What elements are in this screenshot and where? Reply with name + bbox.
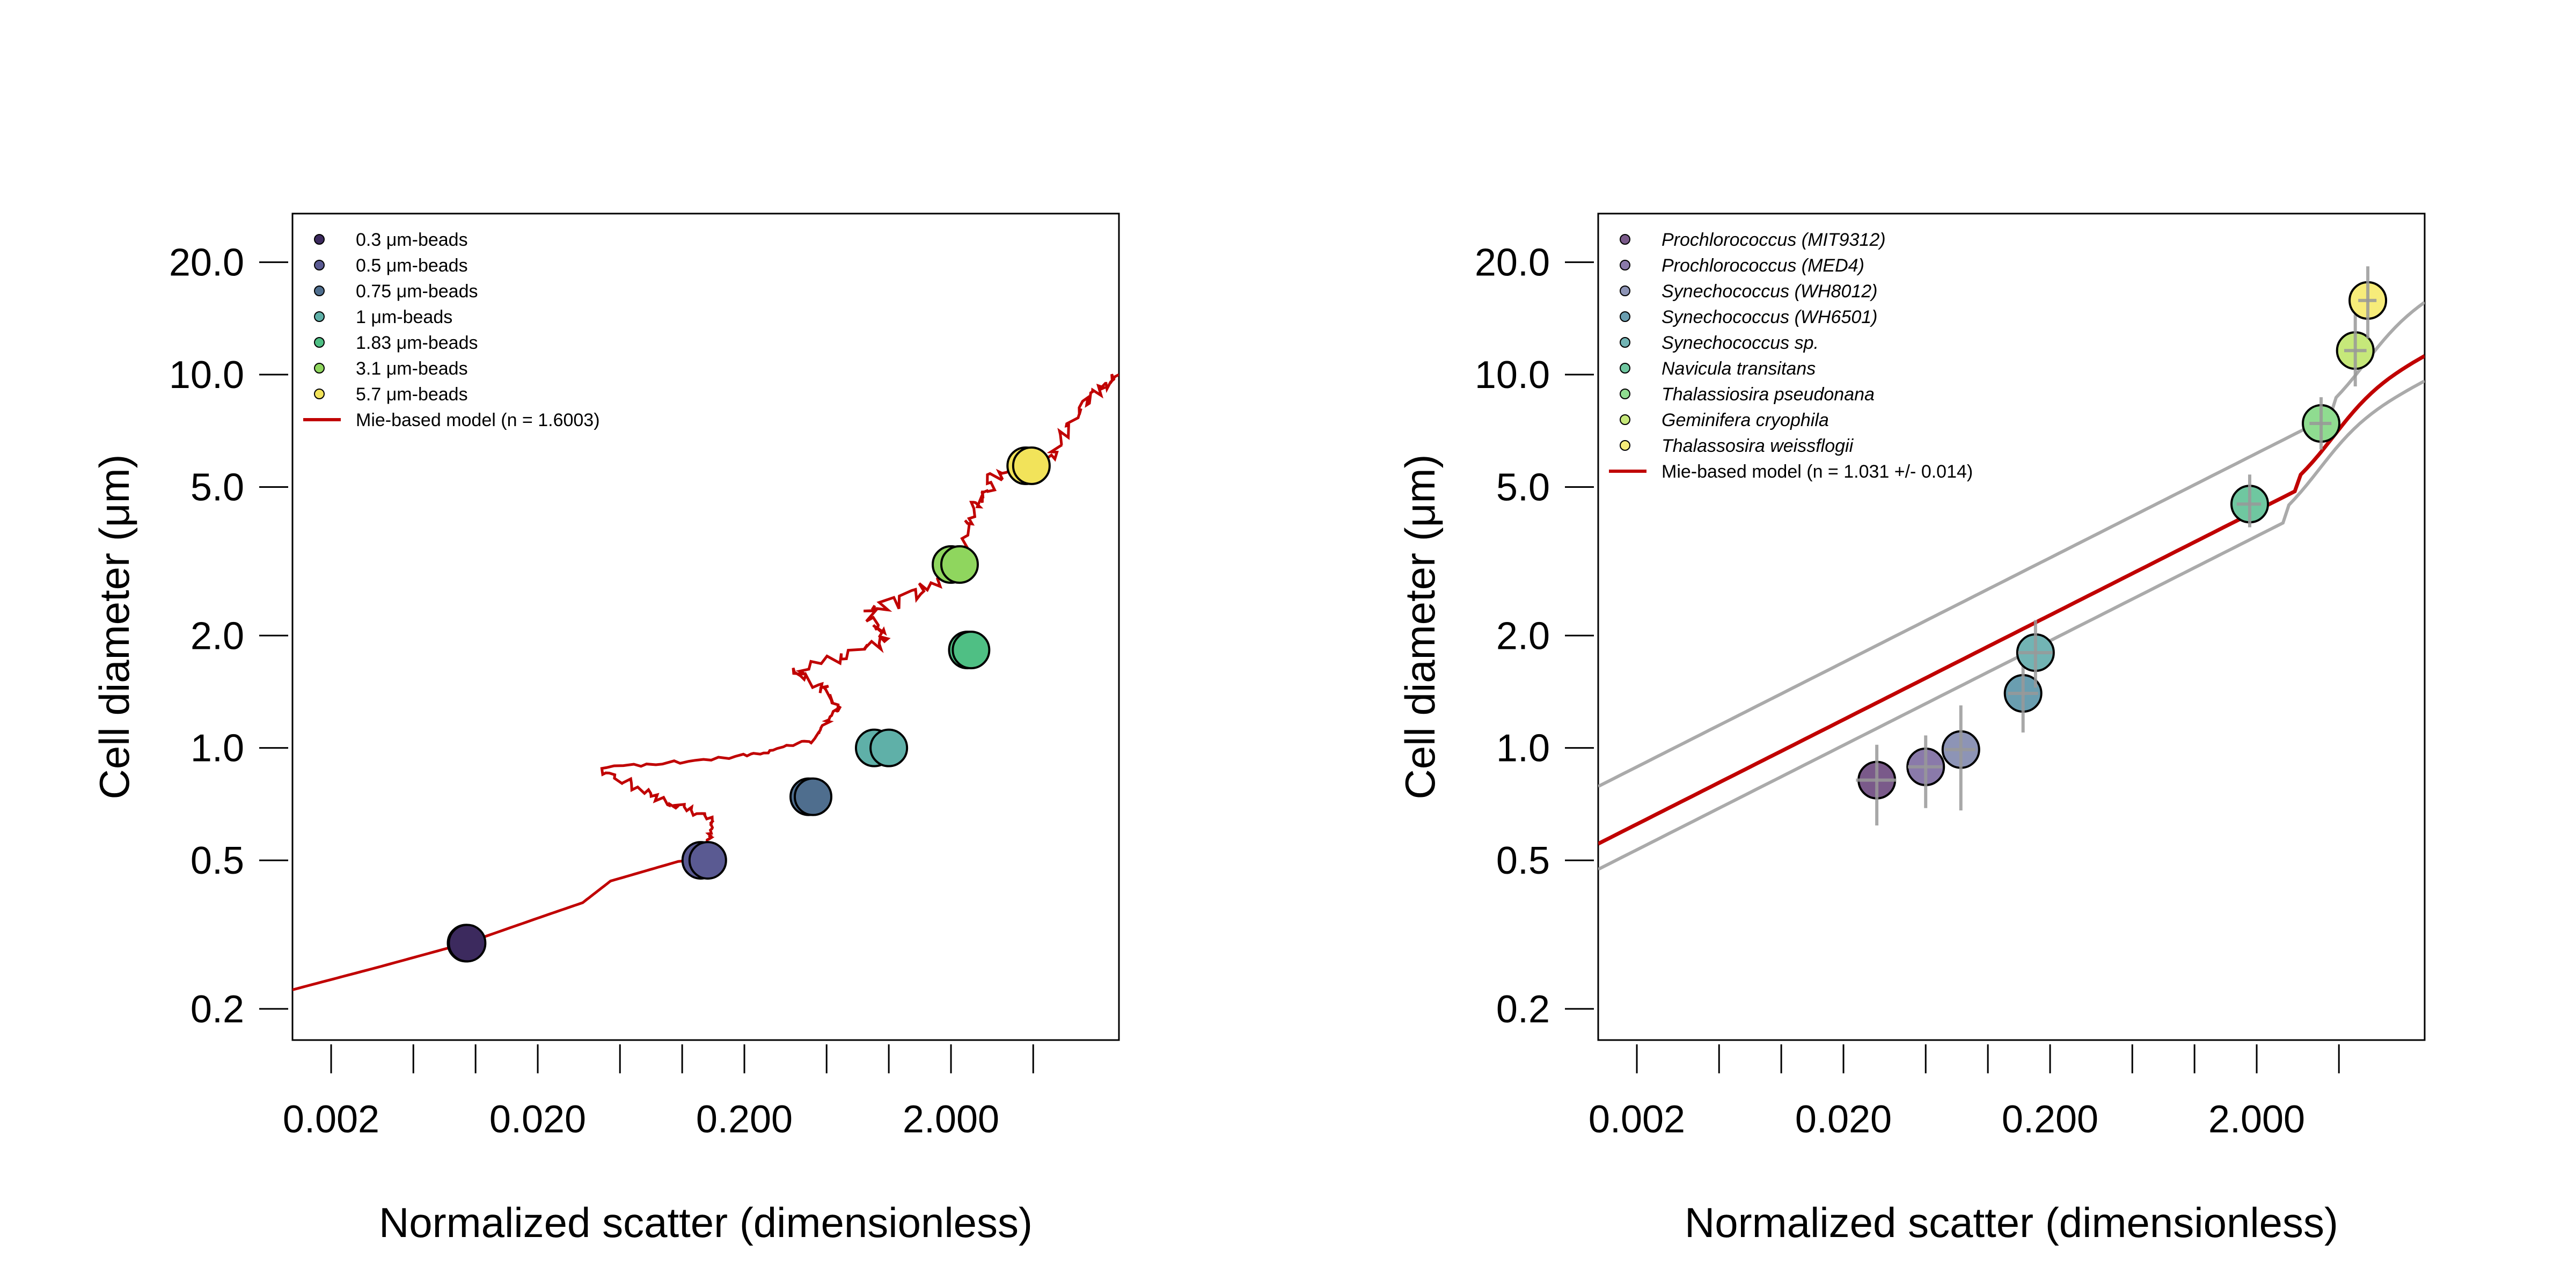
data-point-species-1 <box>1856 744 1897 826</box>
y-tick-label: 10.0 <box>169 354 244 397</box>
legend-marker <box>1620 414 1630 425</box>
legend-marker <box>314 311 325 322</box>
x-tick-label: 0.002 <box>283 1098 379 1141</box>
y-tick-label: 5.0 <box>191 466 244 509</box>
mie-model-band-line <box>1598 379 2425 871</box>
mie-model-line <box>292 373 1119 991</box>
legend: Prochlorococcus (MIT9312) Prochlorococcus… <box>1609 230 1973 482</box>
legend-entry: 1 μm-beads <box>356 307 452 327</box>
legend-marker <box>314 234 325 245</box>
y-tick-label: 0.5 <box>1496 839 1550 882</box>
y-tick-label: 1.0 <box>191 727 244 770</box>
x-tick-label: 0.020 <box>489 1098 586 1141</box>
legend-entry: 0.3 μm-beads <box>356 230 468 250</box>
y-tick-label: 0.5 <box>191 839 244 882</box>
legend-entry: Navicula transitans <box>1662 358 1816 379</box>
data-point-species-7 <box>2302 397 2341 450</box>
data-point-species-6 <box>2230 474 2269 528</box>
y-tick-label: 10.0 <box>1475 354 1550 397</box>
legend-entry: Synechococcus (WH8012) <box>1662 281 1878 302</box>
legend-marker <box>314 260 325 270</box>
y-tick-label: 0.2 <box>1496 988 1550 1031</box>
y-tick-label: 2.0 <box>1496 614 1550 657</box>
legend-entry-model: Mie-based model (n = 1.031 +/- 0.014) <box>1662 462 1973 482</box>
plot-area-frame <box>1597 213 2426 1041</box>
data-point-bead-6 <box>940 545 979 584</box>
legend-entry: Prochlorococcus (MED4) <box>1662 255 1864 276</box>
legend-marker <box>1620 260 1630 270</box>
legend-entry: Thalassiosira pseudonana <box>1662 384 1875 405</box>
legend-marker <box>1620 286 1630 296</box>
legend-entry: Synechococcus sp. <box>1662 333 1819 353</box>
plot-layer <box>292 373 1119 991</box>
data-point-bead-7 <box>1012 446 1051 485</box>
y-tick-label: 1.0 <box>1496 727 1550 770</box>
legend-entry: Prochlorococcus (MIT9312) <box>1662 230 1886 250</box>
legend-marker <box>314 363 325 374</box>
legend-marker <box>314 286 325 296</box>
y-tick-label: 0.2 <box>191 988 244 1031</box>
data-point-species-4 <box>2003 657 2043 733</box>
legend-marker <box>1620 311 1630 322</box>
data-point-bead-2 <box>688 841 727 880</box>
y-tick-label: 20.0 <box>1475 241 1550 284</box>
x-tick-label: 0.020 <box>1795 1098 1892 1141</box>
y-axis-label: Cell diameter (μm) <box>91 454 138 799</box>
legend-entry: 3.1 μm-beads <box>356 358 468 379</box>
legend-entry: Geminifera cryophila <box>1662 410 1829 430</box>
legend-marker <box>1620 337 1630 348</box>
chart-panel-2: 0.002 0.020 0.200 2.000 0.2 0.5 1.0 2.0 5.0 10.0 2… <box>1396 213 2426 1246</box>
legend-entry: 0.5 μm-beads <box>356 255 468 276</box>
y-axis-label: Cell diameter (μm) <box>1396 454 1444 799</box>
data-point-bead-3 <box>794 777 833 816</box>
plot-area-frame <box>291 213 1120 1041</box>
legend-marker <box>314 389 325 399</box>
legend-entry: 1.83 μm-beads <box>356 333 478 353</box>
legend-marker <box>1620 234 1630 245</box>
data-point-species-9 <box>2348 266 2388 339</box>
y-tick-label: 5.0 <box>1496 466 1550 509</box>
x-tick-label: 2.000 <box>903 1098 999 1141</box>
data-point-species-5 <box>2016 620 2055 688</box>
chart-panel-1: 0.002 0.020 0.200 2.000 0.2 0.5 1.0 2.0 5.0 10.0 2… <box>91 213 1120 1246</box>
y-tick-label: 2.0 <box>191 614 244 657</box>
data-point-bead-1 <box>448 924 487 963</box>
legend-entry: 0.75 μm-beads <box>356 281 478 302</box>
legend-marker <box>1620 440 1630 451</box>
legend-marker <box>314 337 325 348</box>
legend-entry: 5.7 μm-beads <box>356 384 468 405</box>
x-tick-label: 0.200 <box>696 1098 793 1141</box>
data-point-species-8 <box>2336 314 2375 386</box>
legend-entry: Thalassosira weissflogii <box>1662 436 1854 456</box>
data-point-species-3 <box>1941 705 1980 811</box>
x-tick-label: 0.002 <box>1589 1098 1685 1141</box>
y-tick-label: 20.0 <box>169 241 244 284</box>
x-tick-label: 0.200 <box>2002 1098 2098 1141</box>
legend-marker <box>1620 389 1630 399</box>
legend-entry-model: Mie-based model (n = 1.6003) <box>356 410 600 430</box>
legend-entry: Synechococcus (WH6501) <box>1662 307 1878 327</box>
data-point-bead-5 <box>952 631 991 670</box>
mie-model-band-line <box>1598 301 2425 788</box>
x-axis-label: Normalized scatter (dimensionless) <box>1685 1199 2338 1246</box>
legend: 0.3 μm-beads 0.5 μm-beads 0.75 μm-beads 1 μ… <box>303 230 600 430</box>
mie-model-line <box>1598 354 2425 846</box>
x-axis-label: Normalized scatter (dimensionless) <box>379 1199 1033 1246</box>
plot-layer <box>1598 266 2425 871</box>
legend-marker <box>1620 363 1630 374</box>
data-point-bead-4 <box>869 728 909 767</box>
x-tick-label: 2.000 <box>2208 1098 2305 1141</box>
data-point-species-2 <box>1906 735 1945 808</box>
